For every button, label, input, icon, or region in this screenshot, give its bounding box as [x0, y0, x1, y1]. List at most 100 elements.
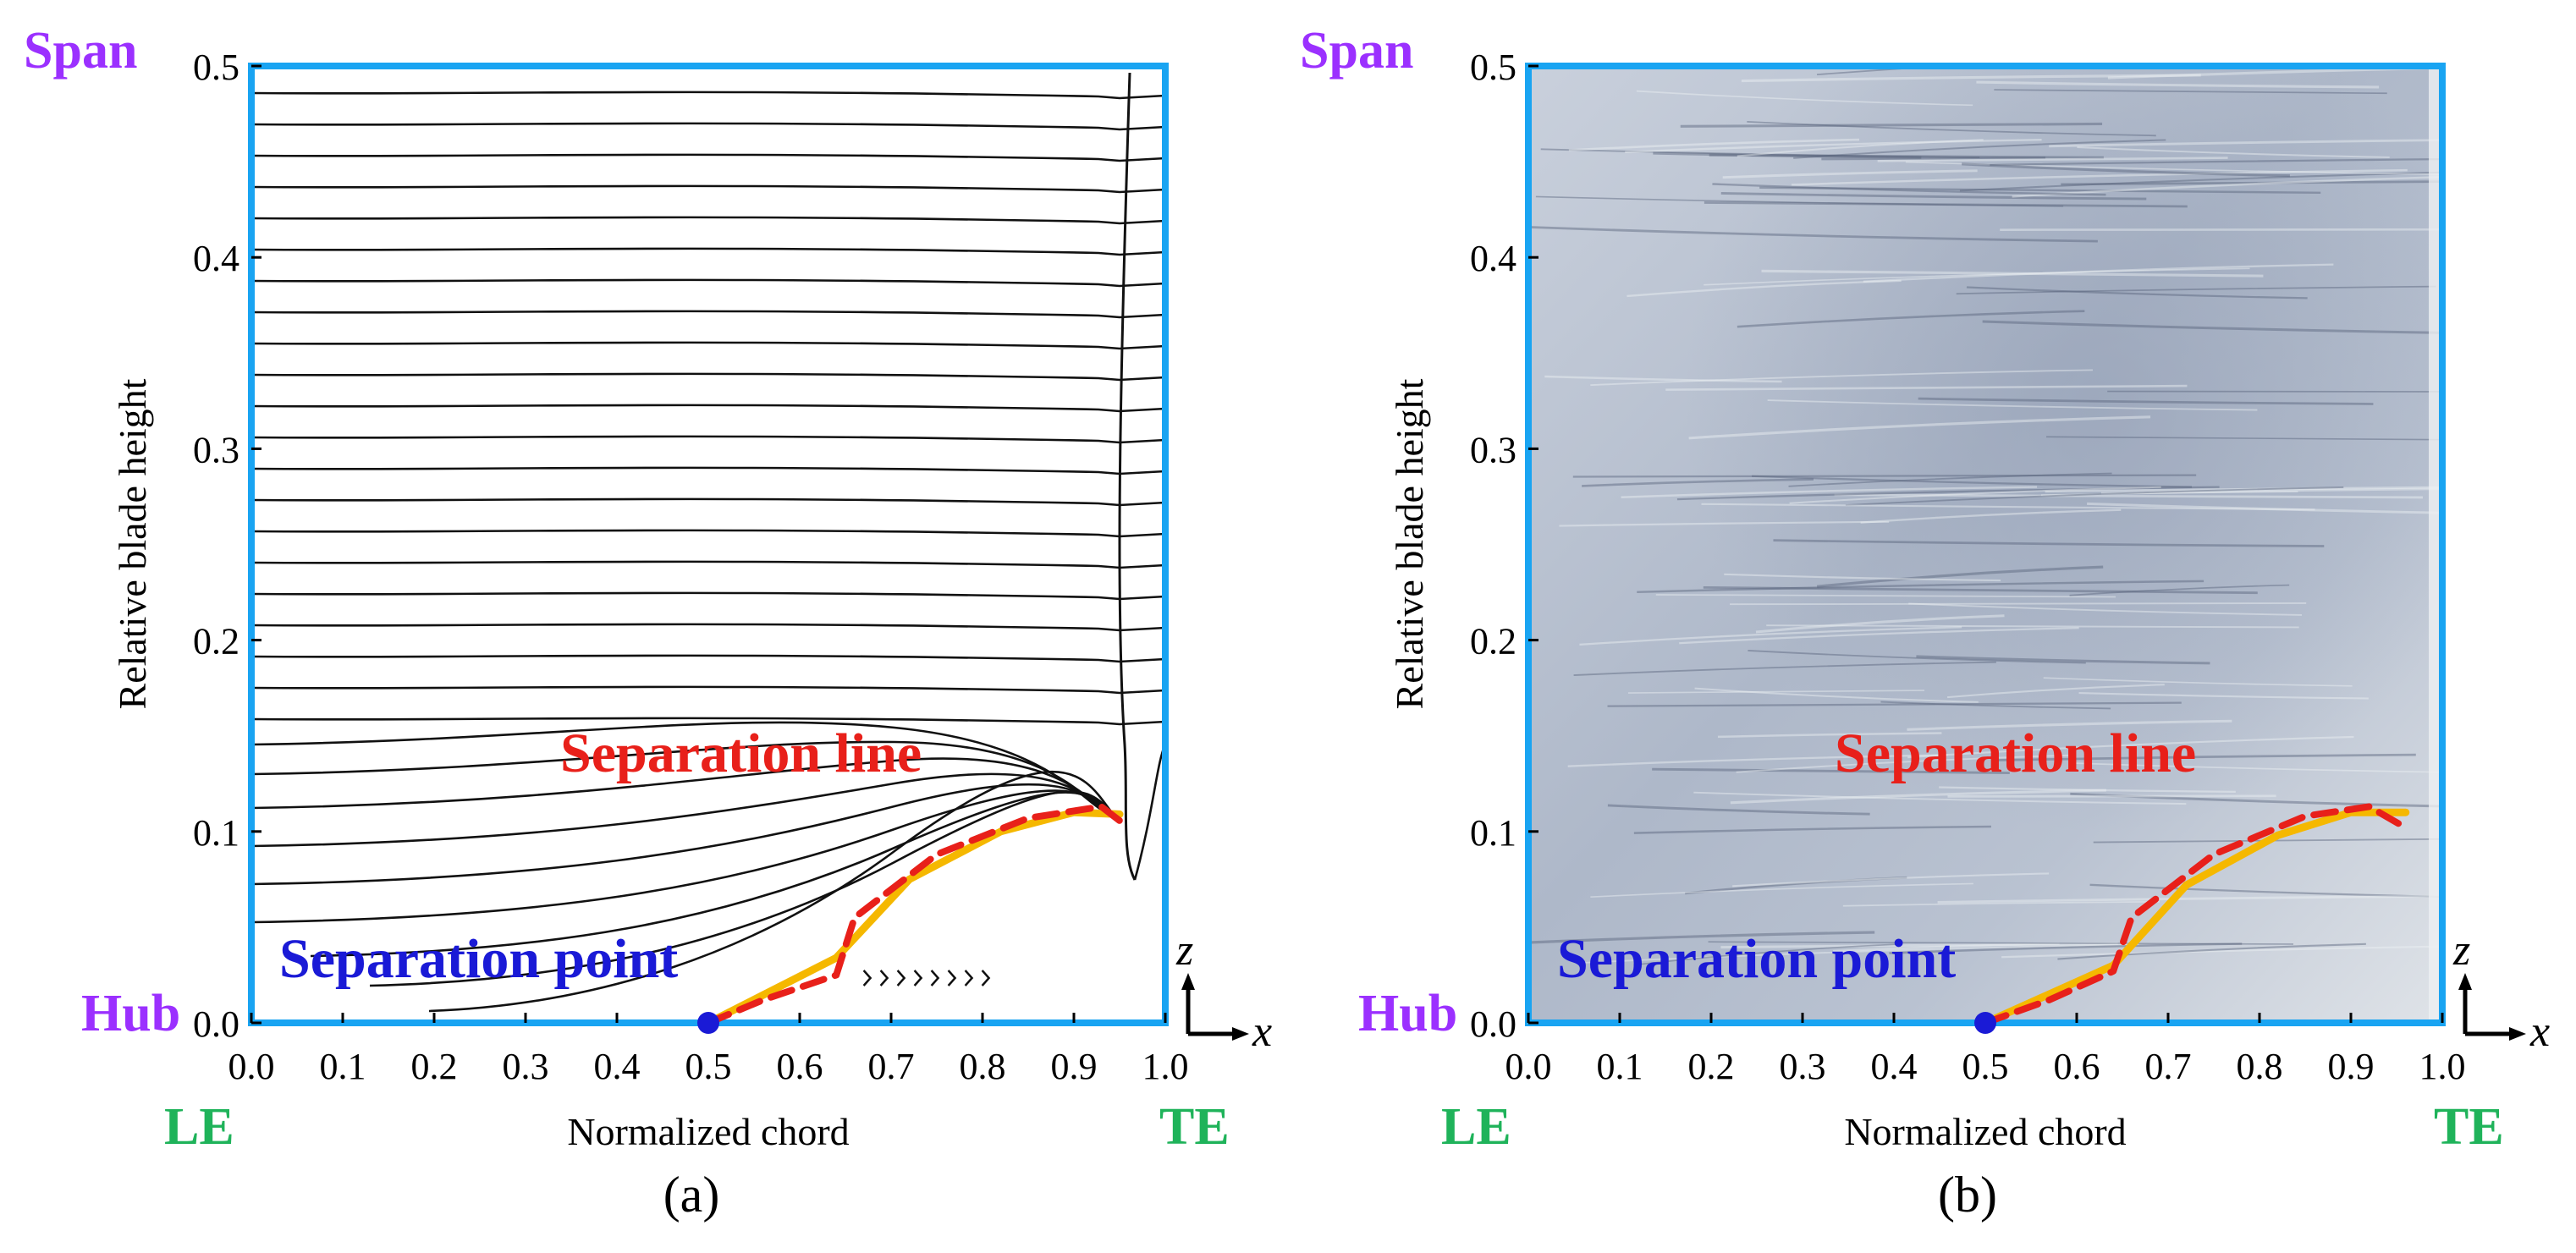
oil-streak [1573, 661, 1996, 676]
x-tick-label: 0.6 [2054, 1046, 2100, 1087]
x-tick-label: 1.0 [1142, 1046, 1189, 1087]
oil-streak [1688, 415, 2151, 440]
y-tick-label: 0.4 [193, 238, 239, 279]
x-tick-label: 0.9 [1051, 1046, 1098, 1087]
flow-chevron [930, 970, 940, 986]
x-tick-label: 0.4 [1871, 1046, 1918, 1087]
oil-streak [1653, 151, 1922, 159]
z-axis-letter: z [1175, 926, 1193, 975]
separation-line-label: Separation line [560, 723, 922, 784]
oil-streak [2076, 762, 2442, 773]
oil-streak [1684, 876, 1907, 895]
oil-streak [1751, 475, 2193, 488]
oil-streak [1939, 786, 2236, 794]
oil-streak [1962, 162, 2290, 178]
oil-flow-photo [1528, 66, 2442, 1023]
oil-streak [1834, 493, 2423, 499]
te-label: TE [2434, 1098, 2504, 1156]
oil-streak [1907, 735, 2354, 759]
oil-streak [1789, 486, 2161, 504]
y-tick-label: 0.5 [1470, 47, 1516, 88]
streamline [250, 153, 1166, 162]
oil-streak [1633, 943, 1898, 966]
oil-streak [1676, 486, 2220, 501]
y-tick-label: 0.1 [193, 812, 239, 854]
oil-streak [1747, 120, 2156, 137]
oil-streak [1982, 320, 2442, 334]
oil-streak [2061, 179, 2442, 186]
oil-streak [1994, 89, 2387, 95]
oil-streak [2043, 677, 2353, 687]
oil-streak [1636, 90, 1973, 107]
oil-streak [1741, 74, 2201, 83]
oil-streak [1737, 310, 2085, 328]
oil-streak [1816, 565, 2104, 588]
oil-streak [1655, 594, 2116, 598]
x-tick-label: 0.2 [1688, 1046, 1735, 1087]
panel-caption: (a) [663, 1167, 720, 1223]
oil-streak [1788, 472, 2112, 487]
oil-streak [2046, 436, 2442, 441]
oil-streak [1759, 186, 2321, 195]
x-tick-label: 1.0 [2419, 1046, 2466, 1087]
oil-streak [1956, 285, 2436, 295]
streamline [250, 497, 1166, 507]
oil-streak [1842, 900, 2160, 907]
streamline [250, 404, 1166, 413]
oil-streak [1708, 941, 2293, 945]
oil-streak [1652, 767, 2010, 774]
y-tick-label: 0.5 [193, 47, 239, 88]
oil-streak [1730, 789, 2106, 805]
separation-line-yellow [1981, 808, 2410, 1027]
panel-b: 0.0 0.1 0.2 0.3 0.4 0.5 0.6 0.7 0.8 0.9 1.0 0.0 0.1 0… [1300, 22, 2550, 1223]
coordinate-indicator: z x [1175, 926, 1272, 1056]
oil-streak [1665, 384, 2188, 391]
y-tick-label: 0.3 [1470, 429, 1516, 470]
oil-streak [1559, 520, 1890, 527]
oil-streak [1680, 122, 2103, 128]
y-tick-label: 0.2 [1470, 621, 1516, 662]
oil-streak [1701, 503, 2315, 511]
oil-streak [1732, 872, 2050, 888]
oil-streak [1736, 754, 2072, 773]
oil-streak [1724, 573, 2001, 582]
y-tick-label: 0.4 [1470, 238, 1516, 279]
separation-line-label: Separation line [1835, 723, 2196, 784]
y-tick-label: 0.2 [193, 621, 239, 662]
le-label: LE [1441, 1098, 1511, 1156]
oil-streak [1863, 263, 2334, 283]
oil-streak [1704, 201, 2188, 208]
oil-streak [2107, 66, 2442, 80]
y-tick-label: 0.1 [1470, 812, 1516, 854]
separation-line-red-dashed [1982, 803, 2409, 1026]
x-tick-label: 0.9 [2328, 1046, 2375, 1087]
oil-streak [1607, 701, 2182, 707]
y-axis-label: Relative blade height [1388, 378, 1431, 709]
oil-streak [1748, 650, 2086, 664]
streamlines-background [250, 72, 1167, 1013]
hub-label: Hub [81, 985, 180, 1042]
oil-streak [1877, 157, 2228, 162]
streamline [250, 184, 1166, 194]
separation-lines [1974, 803, 2410, 1034]
streamline [250, 529, 1166, 538]
oil-streak [1976, 80, 2380, 89]
x-tick-label: 0.1 [320, 1046, 366, 1087]
oil-streak [1990, 158, 2442, 167]
oil-streak [1833, 942, 2060, 953]
oil-streak [1737, 139, 1984, 157]
oil-streak [2100, 487, 2442, 495]
x-tick-label: 0.7 [868, 1046, 915, 1087]
flow-chevron [913, 970, 923, 986]
y-axis-label: Relative blade height [111, 378, 154, 709]
oil-streak [1755, 614, 2005, 634]
oil-streak [1908, 602, 2303, 616]
oil-streak [1947, 794, 2276, 798]
x-axis-label: Normalized chord [567, 1110, 849, 1153]
oil-streak [1590, 882, 1973, 899]
oil-streak [1693, 791, 2187, 805]
x-tick-label: 0.8 [2237, 1046, 2283, 1087]
streamline [1133, 744, 1167, 881]
streamline [250, 247, 1166, 256]
te-label: TE [1159, 1098, 1230, 1156]
